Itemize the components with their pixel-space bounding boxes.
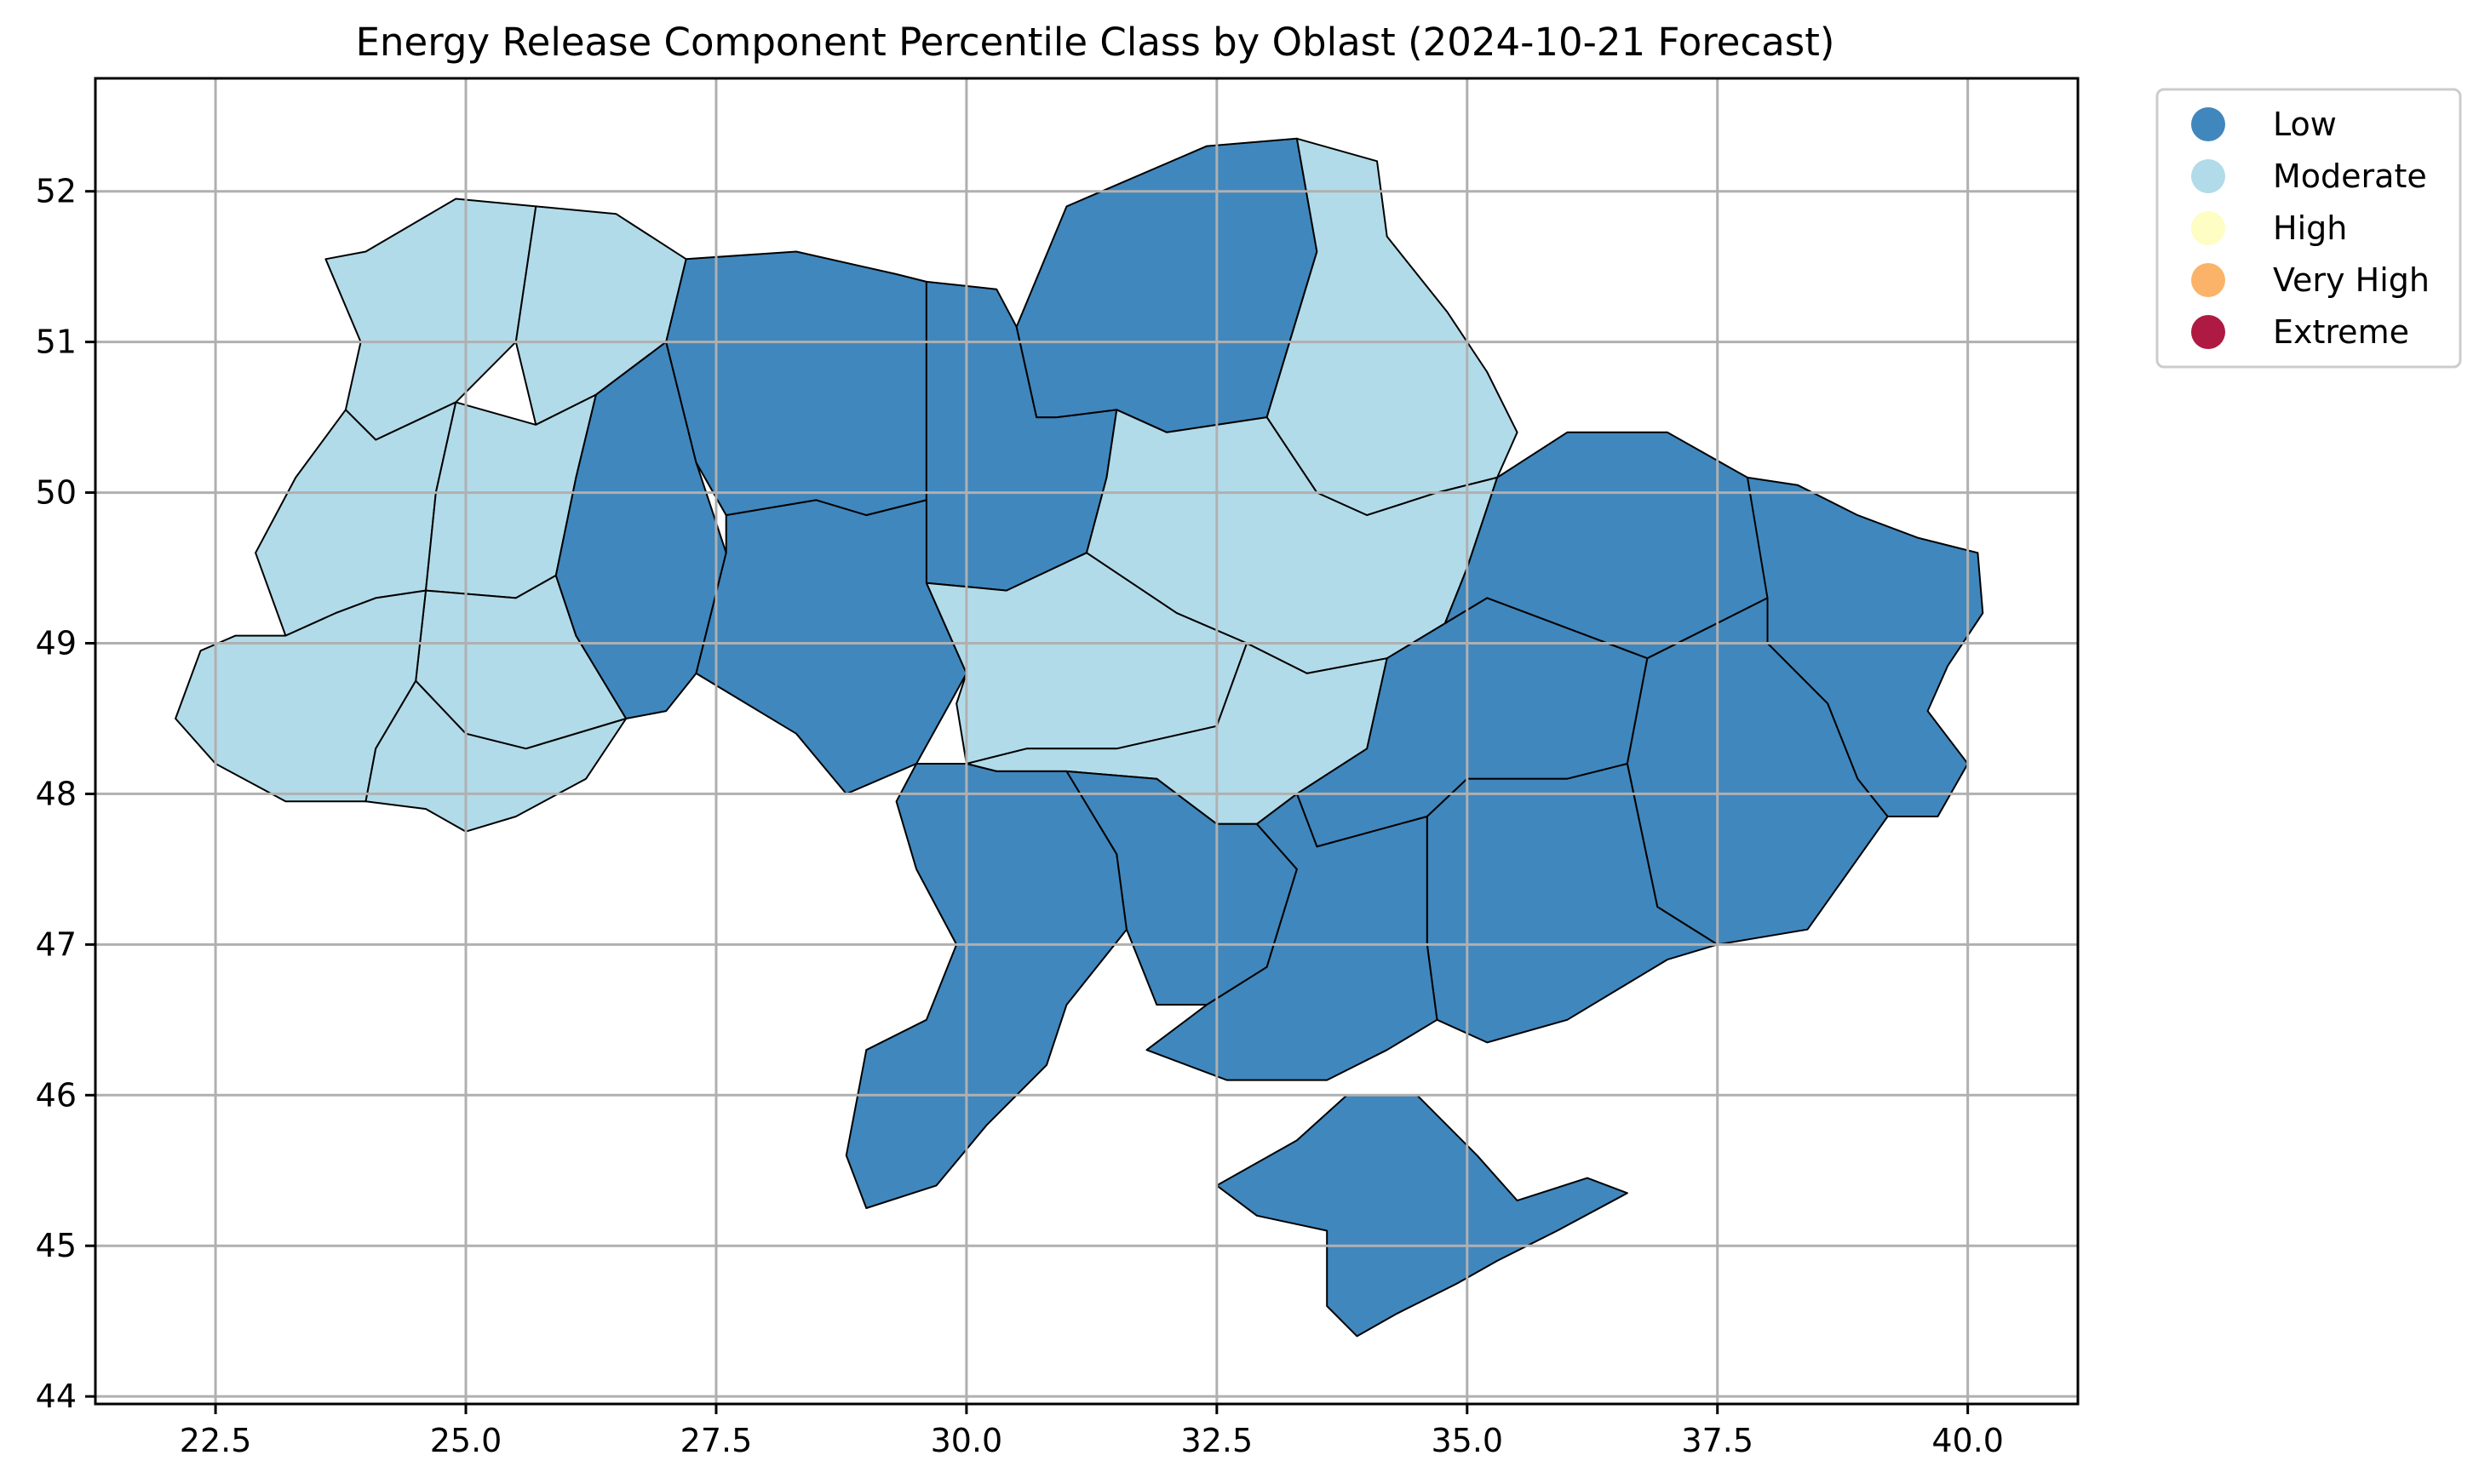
chart-title: Energy Release Component Percentile Clas…: [356, 20, 1835, 65]
y-tick-label: 50: [36, 474, 77, 512]
legend-label: Very High: [2273, 261, 2430, 299]
x-tick-label: 30.0: [931, 1422, 1003, 1459]
y-tick-label: 52: [36, 173, 77, 210]
legend-label: Moderate: [2273, 158, 2427, 195]
y-tick-label: 45: [36, 1227, 77, 1264]
x-tick-label: 37.5: [1681, 1422, 1753, 1459]
oblast-region-24: [1145, 793, 1438, 1081]
oblast-region-9: [665, 250, 927, 517]
y-axis: 44 45 46 47 48 49 50 51 52: [36, 173, 95, 1415]
legend-label: Extreme: [2273, 313, 2409, 351]
legend-label: High: [2273, 209, 2347, 247]
y-tick-label: 48: [36, 775, 77, 812]
x-tick-label: 40.0: [1931, 1422, 2004, 1459]
x-tick-label: 32.5: [1181, 1422, 1254, 1459]
x-tick-label: 35.0: [1431, 1422, 1503, 1459]
legend-swatch: [2191, 263, 2225, 297]
plot-frame: [94, 77, 2080, 1406]
y-tick-label: 44: [36, 1378, 77, 1415]
legend-swatch: [2191, 159, 2225, 193]
legend-label: Low: [2273, 106, 2337, 143]
x-tick-label: 27.5: [680, 1422, 753, 1459]
x-tick-label: 22.5: [180, 1422, 252, 1459]
y-tick-label: 47: [36, 925, 77, 963]
legend-swatch: [2191, 107, 2225, 141]
oblast-region-14: [695, 499, 967, 795]
y-tick-label: 49: [36, 624, 77, 662]
oblast-region-22: [845, 763, 1128, 1209]
oblast-region-1: [324, 198, 537, 441]
x-axis: 22.5 25.0 27.5 30.0 32.5 35.0 37.5 40.0: [180, 1404, 2004, 1459]
legend-box: [2155, 88, 2462, 369]
y-tick-label: 51: [36, 324, 77, 361]
legend-items: Low Moderate High Very High Extreme: [2191, 106, 2430, 351]
oblast-regions: [175, 137, 1984, 1338]
legend-swatch: [2191, 315, 2225, 349]
oblast-region-25: [1215, 1094, 1628, 1338]
oblast-region-11: [1015, 137, 1318, 433]
legend: Low Moderate High Very High Extreme: [2155, 88, 2462, 369]
x-tick-label: 25.0: [430, 1422, 502, 1459]
legend-swatch: [2191, 211, 2225, 245]
grid-lines-overlay: [95, 78, 2078, 1404]
y-tick-label: 46: [36, 1076, 77, 1114]
